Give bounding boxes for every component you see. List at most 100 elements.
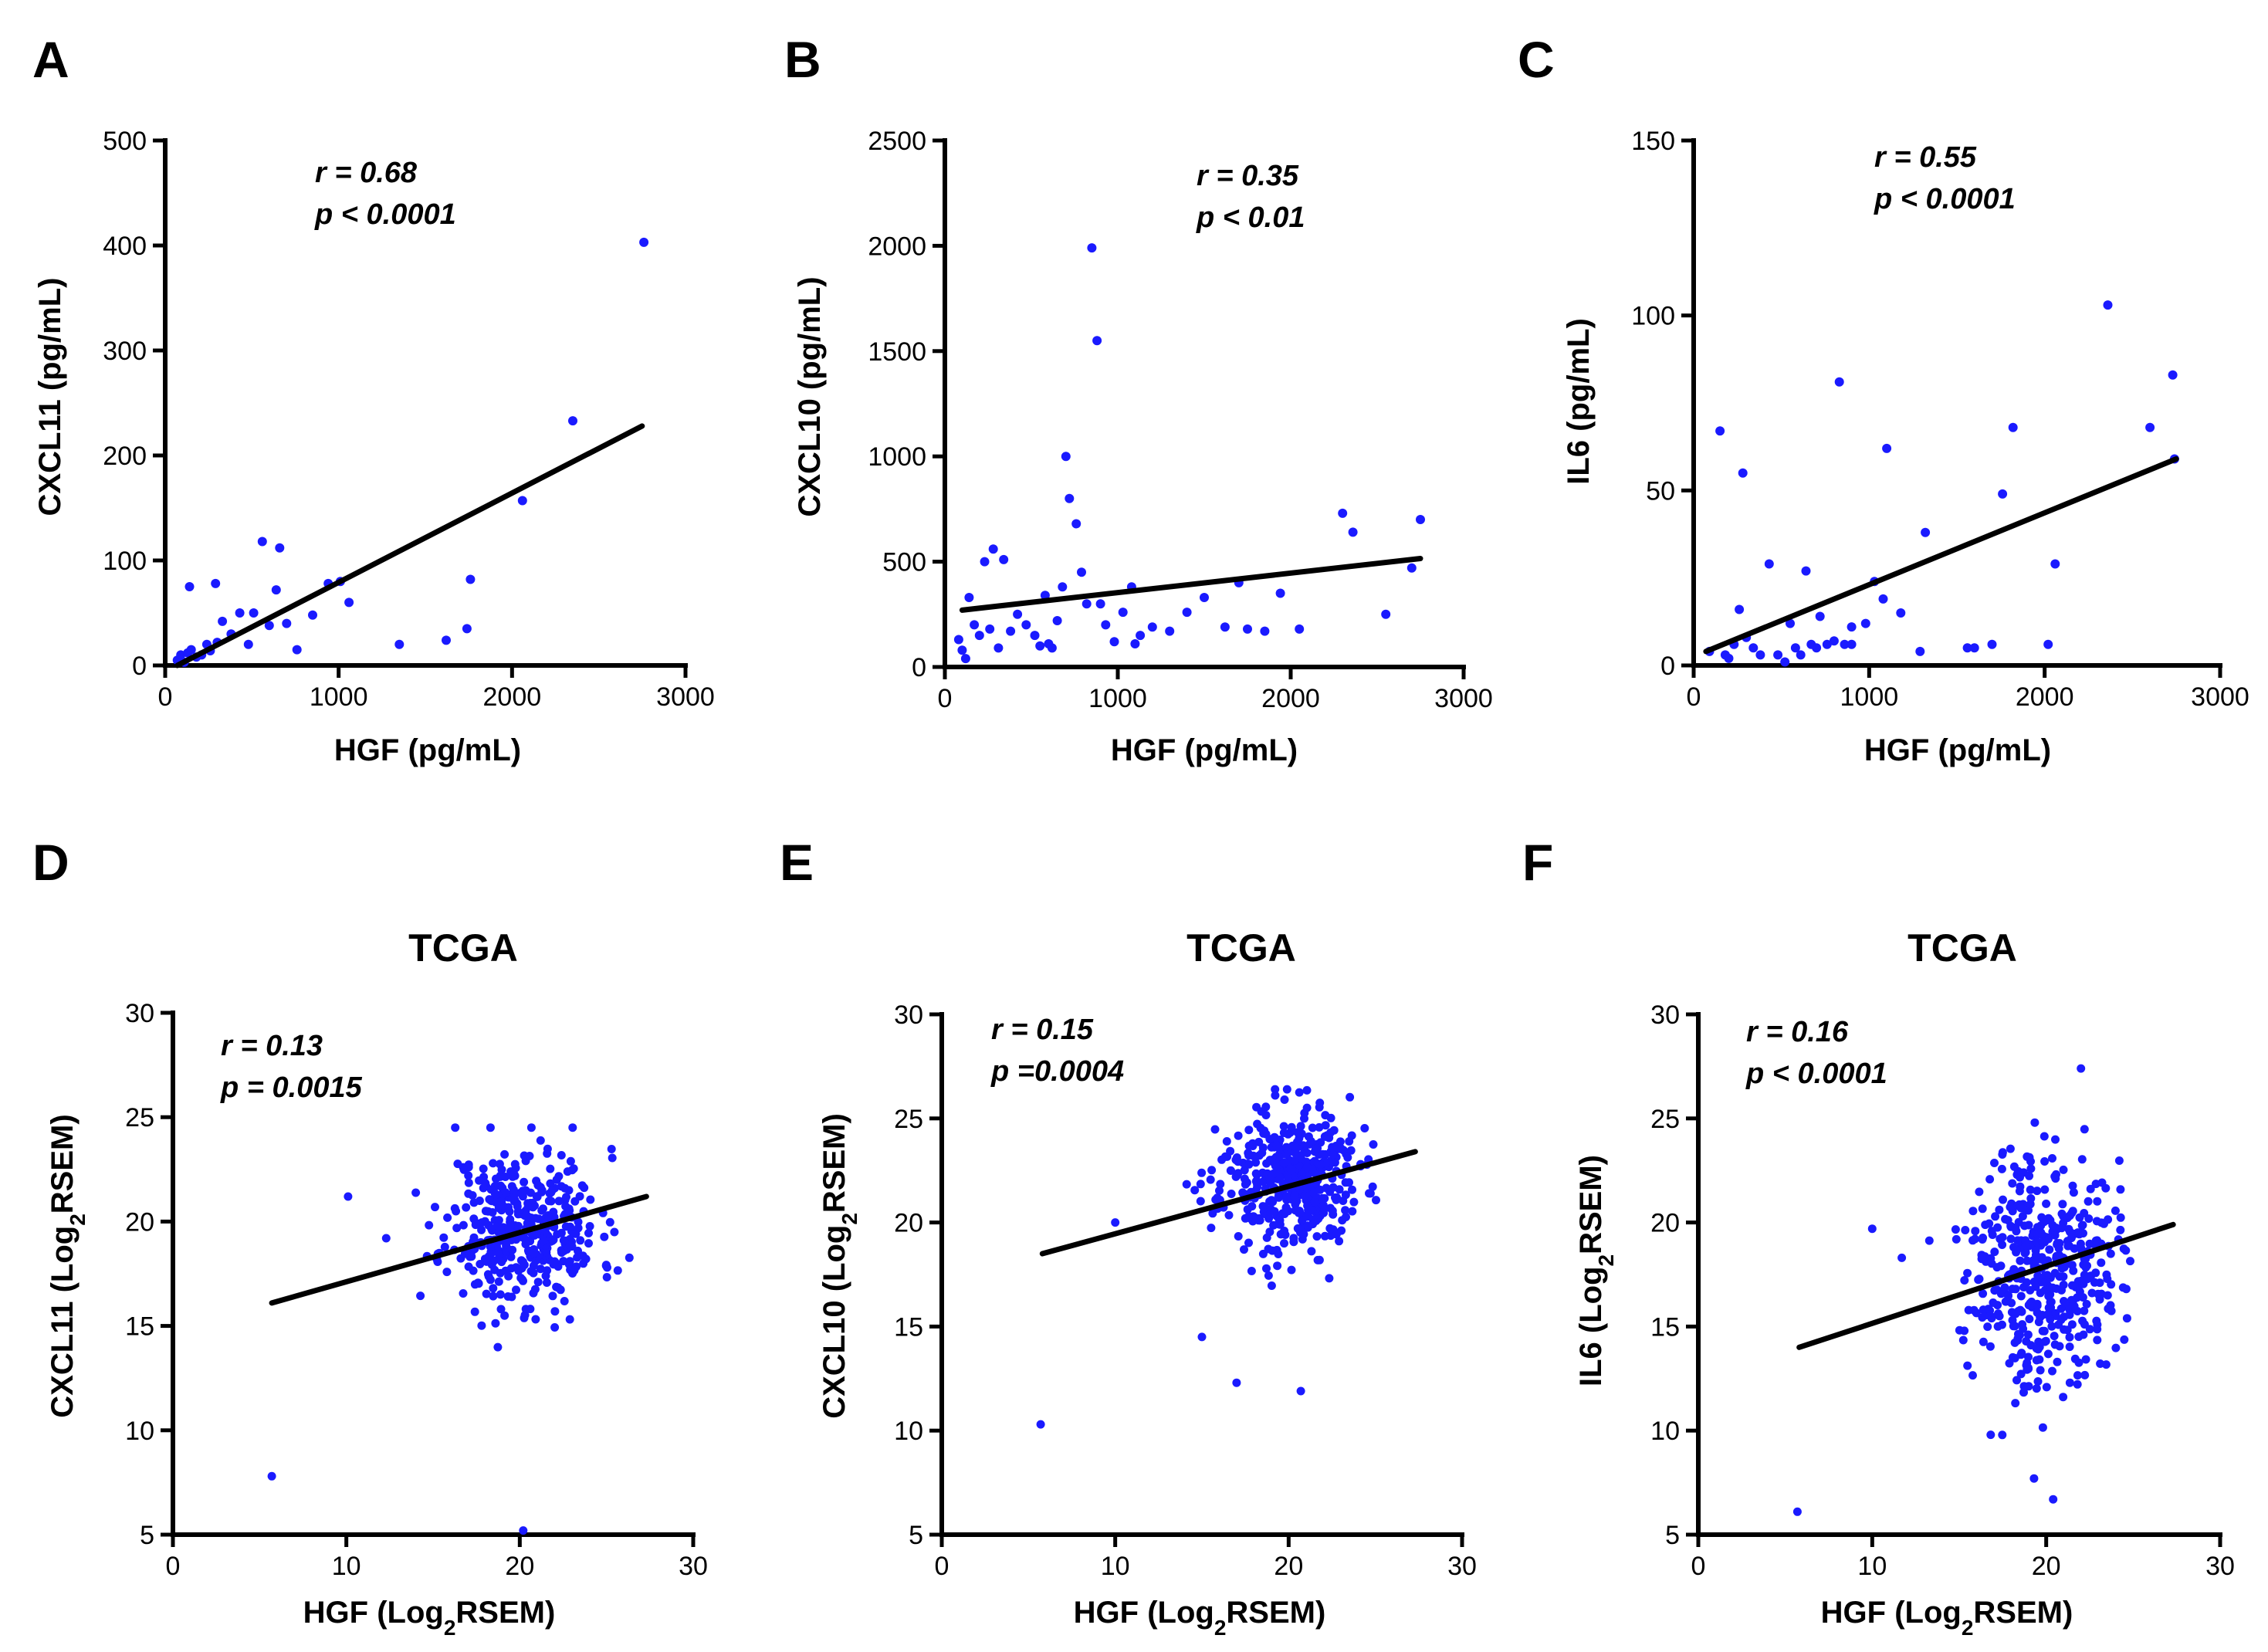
data-point xyxy=(960,654,970,664)
data-point xyxy=(1190,1186,1200,1195)
data-point xyxy=(1815,611,1825,621)
stat-r: r = 0.35 xyxy=(1197,160,1299,192)
data-point xyxy=(1315,1255,1324,1264)
data-point xyxy=(486,1275,495,1285)
data-point xyxy=(506,1215,515,1224)
data-point xyxy=(416,1291,425,1301)
data-point xyxy=(1998,1233,2007,1242)
data-point xyxy=(2032,1344,2041,1353)
data-point xyxy=(1755,650,1765,660)
data-point xyxy=(1322,1183,1331,1193)
data-point xyxy=(493,1342,503,1352)
y-axis-label: CXCL11 (pg/mL) xyxy=(33,278,67,516)
data-point xyxy=(2046,1315,2055,1324)
data-point xyxy=(1207,1166,1217,1175)
panel-letter: B xyxy=(784,31,821,88)
data-point xyxy=(1118,608,1128,618)
data-point xyxy=(1343,1153,1352,1162)
data-point xyxy=(1416,515,1425,524)
data-point xyxy=(2019,1324,2028,1333)
data-point xyxy=(2043,1271,2052,1280)
data-point xyxy=(1310,1197,1319,1207)
data-point xyxy=(1226,1146,1235,1156)
stat-r: r = 0.13 xyxy=(221,1030,323,1062)
y-tick-label: 500 xyxy=(103,127,147,156)
data-point xyxy=(2040,1185,2050,1194)
data-point xyxy=(957,645,967,655)
data-point xyxy=(452,1207,461,1216)
data-point xyxy=(2118,1283,2128,1292)
data-point xyxy=(2114,1156,2124,1165)
data-point xyxy=(462,624,472,634)
data-point xyxy=(2046,1283,2056,1292)
data-point xyxy=(1993,1223,2002,1232)
x-axis-label: HGF (Log2RSEM) xyxy=(1074,1596,1326,1640)
data-point xyxy=(1261,1111,1271,1119)
data-point xyxy=(988,544,998,554)
data-point xyxy=(2091,1268,2100,1278)
data-point xyxy=(2005,1359,2014,1368)
data-point xyxy=(1341,1178,1350,1187)
regression-line xyxy=(959,556,1423,613)
data-point xyxy=(1335,1237,1344,1246)
data-point xyxy=(2029,1474,2039,1483)
x-tick-label: 2000 xyxy=(2016,682,2074,712)
stat-p: p < 0.0001 xyxy=(1874,183,2016,215)
panel-f: F TCGA r = 0.16 p < 0.0001 HGF (Log2RSEM… xyxy=(1522,834,2235,1640)
data-point xyxy=(1969,1305,1979,1315)
data-point xyxy=(1058,582,1068,592)
data-point xyxy=(2073,1371,2082,1380)
y-tick-label: 5 xyxy=(909,1521,923,1550)
data-point xyxy=(1360,1124,1369,1132)
data-point xyxy=(1258,1202,1268,1211)
data-point xyxy=(1304,1206,1313,1215)
data-point xyxy=(970,620,980,630)
data-point xyxy=(1840,639,1850,649)
x-tick-label: 0 xyxy=(1691,1552,1706,1581)
data-point xyxy=(2024,1220,2033,1230)
y-tick-label: 2000 xyxy=(868,232,926,261)
data-point xyxy=(2093,1197,2102,1206)
data-point xyxy=(1279,1129,1288,1137)
data-point xyxy=(1182,1180,1191,1189)
data-point xyxy=(1998,489,2008,499)
data-point xyxy=(548,1235,557,1244)
data-point xyxy=(1960,1326,1969,1335)
data-point xyxy=(394,639,405,649)
data-point xyxy=(2019,1382,2029,1391)
data-point xyxy=(1196,1180,1205,1189)
data-point xyxy=(520,1261,529,1269)
x-tick-label: 10 xyxy=(1857,1552,1887,1581)
data-point xyxy=(1035,641,1045,651)
data-point xyxy=(1968,1371,1977,1380)
data-point xyxy=(1329,1183,1338,1192)
data-point xyxy=(1234,1232,1243,1241)
data-point xyxy=(625,1253,634,1262)
x-tick-label: 1000 xyxy=(310,682,368,712)
data-point xyxy=(235,608,245,618)
data-point xyxy=(1302,1212,1312,1221)
data-point xyxy=(2077,1064,2086,1073)
data-point xyxy=(2097,1258,2106,1268)
data-point xyxy=(462,1203,471,1212)
data-point xyxy=(2063,1241,2073,1251)
data-point xyxy=(607,1145,616,1153)
data-point xyxy=(602,1273,611,1281)
data-point xyxy=(1979,1337,1988,1346)
data-point xyxy=(1365,1189,1373,1198)
data-point xyxy=(1315,1102,1324,1112)
data-point xyxy=(574,1217,583,1227)
data-point xyxy=(1897,1253,1907,1262)
x-axis-label: HGF (pg/mL) xyxy=(334,733,521,767)
data-point xyxy=(521,1211,530,1220)
data-point xyxy=(1381,609,1391,619)
data-point xyxy=(2031,1282,2040,1291)
data-point xyxy=(550,1323,560,1332)
data-point xyxy=(1265,1174,1274,1183)
data-point xyxy=(994,643,1004,653)
data-point xyxy=(443,1213,452,1222)
data-point xyxy=(1312,1232,1322,1241)
data-point xyxy=(464,1189,473,1198)
data-point xyxy=(487,1224,496,1234)
x-tick-label: 3000 xyxy=(1434,684,1493,713)
